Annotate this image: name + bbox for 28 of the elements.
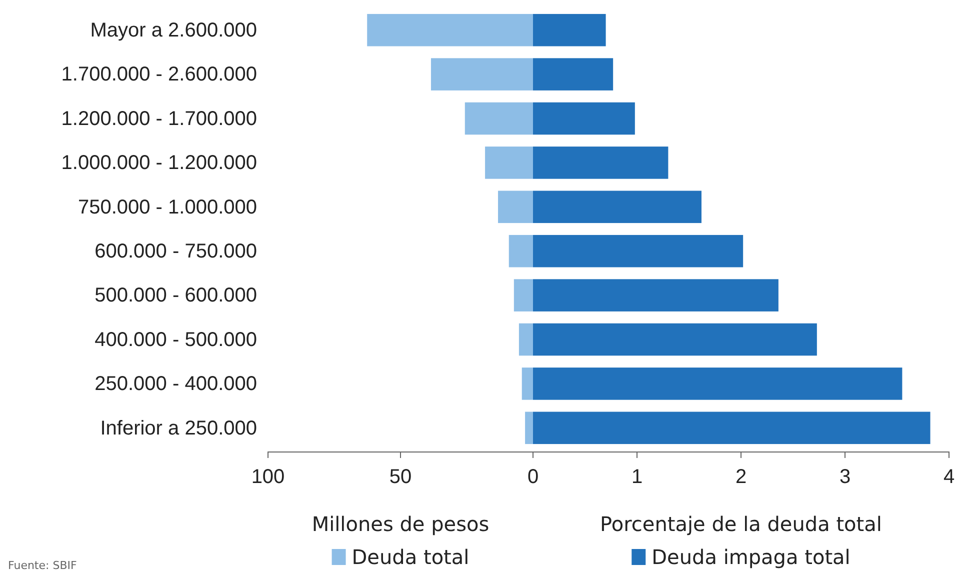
legend-label: Deuda total bbox=[352, 545, 470, 569]
y-tick-label: 500.000 - 600.000 bbox=[94, 284, 257, 307]
legend-label: Deuda impaga total bbox=[652, 545, 850, 569]
x-tick-label: 4 bbox=[943, 466, 955, 488]
bar bbox=[522, 368, 533, 400]
x-axis-title: Millones de pesos bbox=[312, 512, 490, 536]
bar bbox=[525, 412, 533, 444]
x-tick-label: 1 bbox=[631, 466, 643, 488]
bar bbox=[508, 234, 533, 268]
y-tick-label: 750.000 - 1.000.000 bbox=[78, 196, 257, 218]
x-tick-label: 100 bbox=[251, 466, 285, 488]
x-tick-label: 3 bbox=[839, 466, 851, 488]
y-tick-label: 1.000.000 - 1.200.000 bbox=[61, 152, 257, 174]
x-axis-title: Porcentaje de la deuda total bbox=[600, 512, 882, 536]
y-tick-label: Mayor a 2.600.000 bbox=[90, 20, 257, 42]
bar bbox=[498, 190, 533, 224]
y-tick-label: 250.000 - 400.000 bbox=[94, 373, 257, 396]
bar bbox=[514, 279, 533, 312]
x-tick-label: 2 bbox=[735, 466, 747, 488]
x-tick-label: 0 bbox=[527, 466, 539, 488]
x-tick-label: 50 bbox=[389, 466, 412, 488]
y-tick-label: Inferior a 250.000 bbox=[100, 417, 257, 440]
y-tick-label: 400.000 - 500.000 bbox=[94, 328, 257, 351]
source-note: Fuente: SBIF bbox=[8, 559, 77, 572]
bar bbox=[518, 323, 533, 356]
y-tick-label: 1.700.000 - 2.600.000 bbox=[61, 64, 257, 86]
y-tick-label: 600.000 - 750.000 bbox=[94, 240, 257, 262]
y-tick-label: 1.200.000 - 1.700.000 bbox=[61, 108, 257, 130]
